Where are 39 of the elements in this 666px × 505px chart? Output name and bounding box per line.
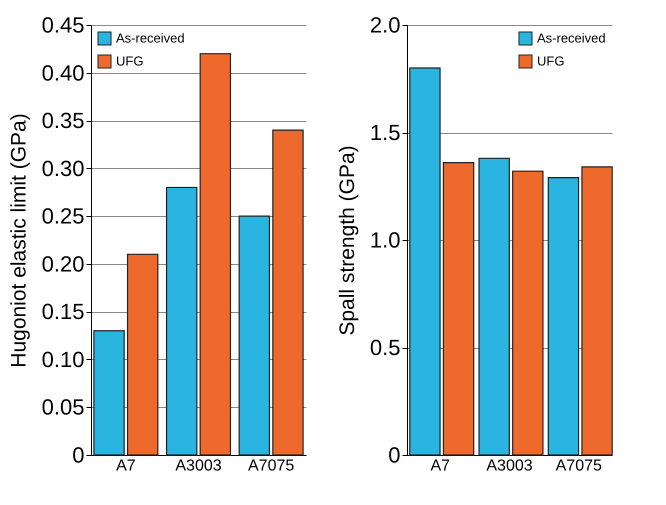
bar	[409, 67, 441, 456]
y-tick-label: 0	[388, 442, 400, 468]
y-tick-label: 1.5	[370, 120, 400, 145]
bar	[512, 170, 544, 456]
legend-label: As-received	[537, 30, 606, 46]
bar	[166, 186, 198, 456]
legend-label: As-received	[116, 30, 185, 46]
bar	[238, 216, 270, 456]
bar	[478, 158, 510, 456]
x-tick-label: A3003	[175, 458, 222, 474]
y-tick-label: 0.15	[42, 299, 84, 324]
bar	[93, 330, 125, 456]
y-tick-label: 0.35	[42, 108, 84, 134]
y-axis-title: Spall strength (GPa)	[336, 145, 359, 336]
y-tick-label: 0.20	[42, 251, 84, 276]
bar	[548, 177, 580, 456]
y-tick-label: 0.05	[42, 394, 84, 420]
x-tick-label: A7075	[248, 458, 294, 474]
bar	[272, 130, 304, 456]
y-axis-title: Hugoniot elastic limit (GPa)	[8, 113, 31, 368]
y-tick-label: 0	[72, 442, 84, 468]
x-tick-label: A7075	[556, 458, 602, 474]
x-tick-label: A7	[430, 458, 450, 474]
legend-label: UFG	[537, 54, 564, 68]
y-tick-label: 0.45	[42, 12, 84, 38]
y-tick-label: 0.10	[42, 346, 84, 372]
legend-label: UFG	[116, 54, 144, 68]
bar	[126, 254, 158, 456]
y-tick-label: 0.25	[42, 204, 84, 229]
y-tick-label: 1.0	[370, 228, 400, 252]
bar	[200, 53, 232, 456]
y-tick-label: 2.0	[370, 12, 400, 38]
y-tick-label: 0.5	[370, 335, 400, 360]
x-tick-label: A3003	[486, 458, 533, 474]
x-tick-label: A7	[116, 458, 136, 474]
bar	[442, 162, 474, 456]
bar	[581, 166, 613, 456]
y-tick-label: 0.40	[42, 60, 84, 86]
y-tick-label: 0.30	[42, 156, 84, 181]
